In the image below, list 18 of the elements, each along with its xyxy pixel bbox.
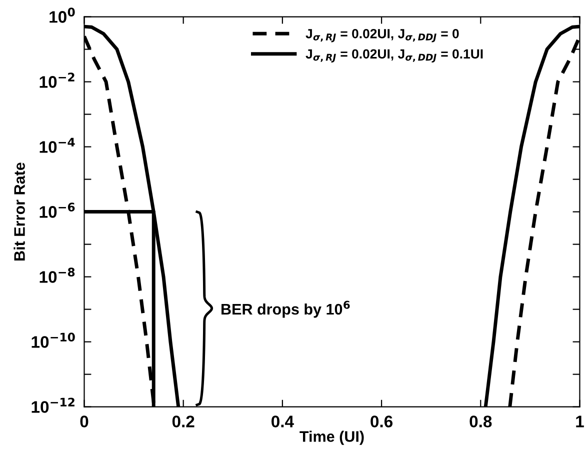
y-tick-label: 10$^{−10}$: [32, 332, 75, 348]
x-tick-label: 0.4: [272, 416, 294, 428]
legend-label: J$_{σ,RJ}$ = 0.02UI, J$_{σ,DDJ}$ = 0.1UI: [306, 49, 483, 62]
y-tick-label: 10$^{−8}$: [40, 268, 75, 283]
annotation: BER drops by 10$^{6}$: [222, 300, 350, 318]
x-tick-label: 0.6: [370, 416, 393, 428]
x-tick-label: 0.2: [172, 416, 194, 428]
x-axis-title: Time (UI): [300, 430, 364, 445]
y-axis-title: Bit Error Rate: [14, 162, 25, 260]
y-tick-label: 10$^{−4}$: [40, 138, 75, 153]
x-tick-label: 1: [576, 416, 584, 428]
y-tick-label: 10$^{−6}$: [40, 202, 75, 218]
y-tick-label: 10$^{0}$: [50, 8, 75, 23]
x-tick-label: 0.8: [470, 416, 492, 428]
legend-label: J$_{σ,RJ}$ = 0.02UI, J$_{σ,DDJ}$ = 0: [306, 28, 459, 42]
y-tick-label: 10$^{−2}$: [40, 72, 74, 88]
y-tick-label: 10$^{−12}$: [32, 398, 74, 413]
x-tick-label: 0: [80, 416, 88, 428]
